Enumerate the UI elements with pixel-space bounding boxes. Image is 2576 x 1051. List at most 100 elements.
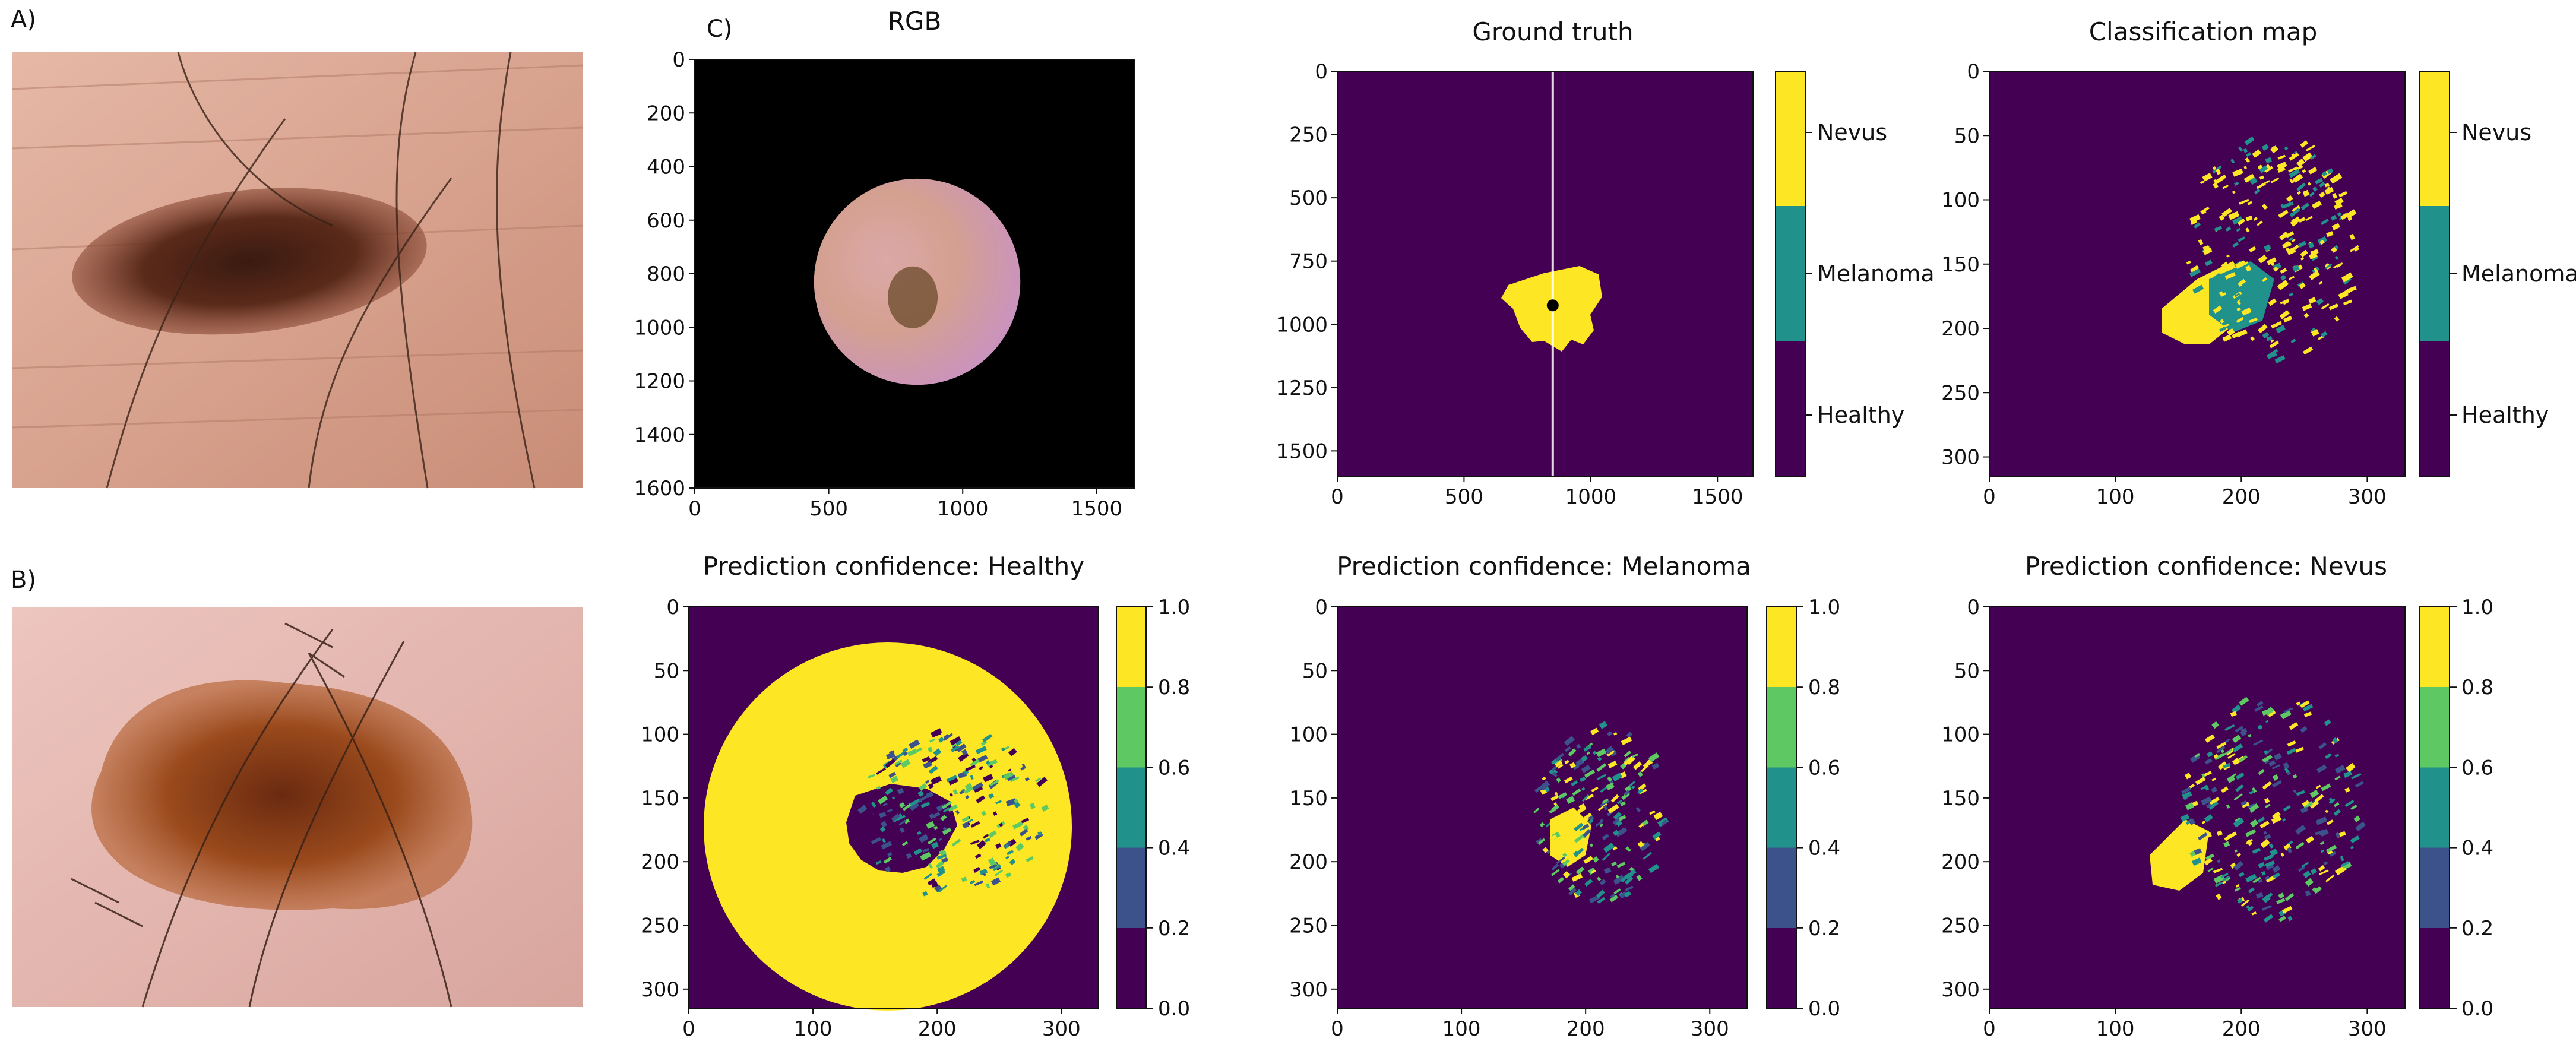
map-speckle <box>2319 191 2326 198</box>
map-speckle <box>2236 168 2243 176</box>
map-speckle <box>2321 171 2328 177</box>
map-speckle <box>982 872 986 876</box>
panel-label-b: B) <box>11 566 36 594</box>
map-speckle <box>2286 748 2296 755</box>
map-speckle <box>2237 218 2246 226</box>
classification-melanoma-region <box>2209 261 2274 333</box>
map-speckle <box>891 813 900 822</box>
map-speckle <box>2217 859 2221 863</box>
map-speckle <box>1651 762 1660 770</box>
map-speckle <box>2259 175 2264 180</box>
map-speckle <box>2234 849 2238 853</box>
map-speckle <box>1553 759 1563 765</box>
map-speckle <box>2239 299 2244 305</box>
map-speckle <box>1029 803 1036 809</box>
x-tick-label: 100 <box>794 1017 833 1041</box>
map-speckle <box>2266 335 2273 341</box>
map-speckle <box>1578 803 1586 811</box>
map-speckle <box>1661 819 1667 827</box>
map-speckle <box>950 745 960 753</box>
map-speckle <box>2223 323 2230 328</box>
map-speckle <box>1555 753 1565 761</box>
map-speckle <box>2265 860 2275 868</box>
map-speckle <box>2239 697 2249 706</box>
map-speckle <box>1581 764 1591 773</box>
map-speckle <box>2255 892 2264 899</box>
map-speckle <box>2216 742 2227 749</box>
y-tick-label: 100 <box>1941 189 1980 213</box>
map-speckle <box>2236 316 2244 324</box>
map-speckle <box>2325 844 2337 853</box>
map-speckle <box>2291 153 2295 157</box>
map-speckle <box>2288 236 2294 242</box>
map-speckle <box>999 822 1004 827</box>
map-speckle <box>2280 268 2287 274</box>
map-speckle <box>2303 800 2314 809</box>
map-speckle <box>2209 322 2219 331</box>
map-speckle <box>868 774 875 778</box>
map-speckle <box>961 788 966 792</box>
map-speckle <box>1568 843 1576 851</box>
map-speckle <box>2263 892 2273 901</box>
map-speckle <box>1542 847 1549 853</box>
map-speckle <box>2296 701 2301 706</box>
map-speckle <box>946 775 957 783</box>
map-speckle <box>1615 874 1619 879</box>
ground-truth-title: Ground truth <box>1472 17 1633 46</box>
map-speckle <box>2278 892 2285 899</box>
y-tick-label: 1000 <box>634 316 685 340</box>
map-speckle <box>1613 812 1622 821</box>
map-speckle <box>2248 303 2253 308</box>
map-speckle <box>2199 306 2208 313</box>
map-speckle <box>1555 760 1563 768</box>
map-speckle <box>2306 144 2315 151</box>
map-speckle <box>2292 264 2300 272</box>
map-speckle <box>2206 751 2213 758</box>
map-speckle <box>1624 756 1631 763</box>
map-speckle <box>2258 862 2265 868</box>
y-tick-label: 0 <box>1315 596 1328 619</box>
map-speckle <box>920 802 931 808</box>
map-speckle <box>2224 272 2236 280</box>
map-speckle <box>1583 856 1593 865</box>
map-speckle <box>1621 736 1632 746</box>
map-speckle <box>2238 146 2243 152</box>
map-speckle <box>2273 266 2278 272</box>
map-speckle <box>1596 876 1602 882</box>
map-speckle <box>1648 810 1656 815</box>
map-speckle <box>2344 787 2350 793</box>
map-speckle <box>897 751 906 758</box>
y-tick-label: 50 <box>1954 659 1980 683</box>
map-speckle <box>1599 818 1603 822</box>
map-speckle <box>2310 154 2316 160</box>
map-speckle <box>1609 780 1615 786</box>
map-speckle <box>2319 830 2328 836</box>
map-speckle <box>2220 872 2229 878</box>
map-speckle <box>2205 803 2213 809</box>
map-speckle <box>2261 870 2266 876</box>
map-speckle <box>2287 740 2296 747</box>
map-speckle <box>2315 784 2321 789</box>
y-tick-label: 250 <box>1289 914 1328 938</box>
map-speckle <box>2204 857 2213 866</box>
map-speckle <box>2249 336 2255 341</box>
x-tick-label: 300 <box>2348 485 2387 509</box>
map-speckle <box>934 884 942 892</box>
map-speckle <box>2204 771 2212 777</box>
map-speckle <box>2211 777 2217 781</box>
map-speckle <box>1632 761 1642 770</box>
map-speckle <box>2216 830 2223 836</box>
map-speckle <box>1590 727 1599 736</box>
map-speckle <box>2283 315 2293 323</box>
map-speckle <box>1556 856 1565 865</box>
map-speckle <box>2353 247 2360 252</box>
map-speckle <box>897 815 906 821</box>
map-speckle <box>1593 856 1599 863</box>
map-speckle <box>906 853 912 859</box>
map-speckle <box>2320 331 2328 338</box>
map-speckle <box>2334 255 2339 261</box>
map-speckle <box>1588 815 1594 822</box>
map-speckle <box>2353 815 2361 823</box>
cls-legend-nevus: Nevus <box>2461 119 2531 145</box>
map-speckle <box>2263 914 2274 923</box>
